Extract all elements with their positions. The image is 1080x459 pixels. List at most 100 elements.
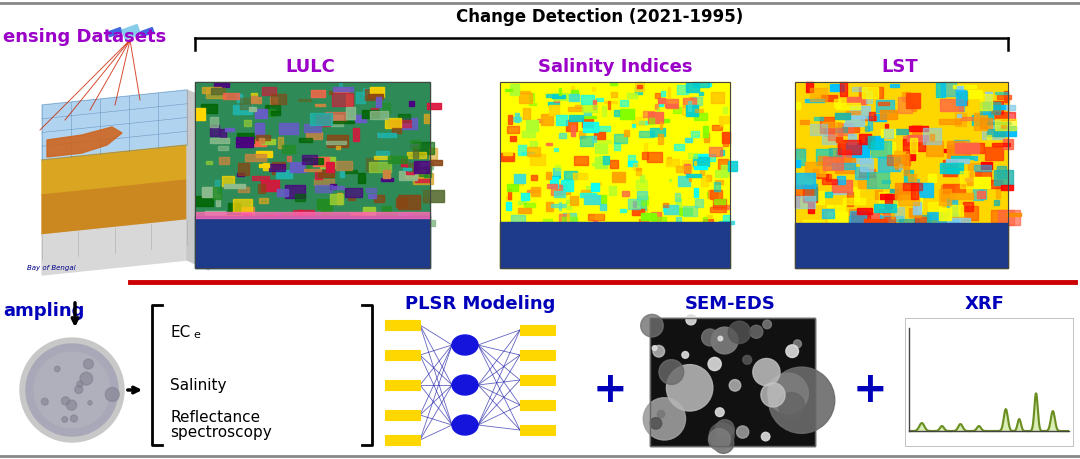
Bar	[678, 176, 689, 185]
Bar	[973, 157, 977, 160]
Bar	[247, 216, 251, 229]
Bar	[838, 123, 853, 135]
Bar	[968, 163, 981, 177]
Bar	[292, 219, 297, 225]
Bar	[957, 114, 961, 117]
Circle shape	[715, 420, 734, 438]
Bar	[201, 216, 219, 226]
Bar	[918, 198, 922, 211]
Bar	[267, 105, 280, 112]
Bar	[966, 178, 983, 181]
Bar	[233, 212, 251, 221]
Bar	[995, 112, 1015, 120]
Bar	[389, 214, 405, 224]
Bar	[566, 120, 577, 131]
Bar	[228, 203, 240, 215]
Bar	[238, 163, 248, 175]
Bar	[295, 194, 305, 201]
Bar	[828, 131, 832, 135]
Bar	[410, 144, 418, 147]
Bar	[265, 105, 268, 112]
Bar	[661, 90, 665, 96]
Bar	[713, 199, 726, 207]
Bar	[514, 174, 525, 183]
Circle shape	[768, 373, 808, 414]
Bar	[913, 105, 916, 111]
Bar	[604, 156, 609, 164]
Bar	[937, 217, 960, 224]
Bar	[703, 219, 713, 224]
Bar	[430, 160, 442, 165]
Bar	[676, 198, 680, 209]
Bar	[517, 201, 526, 204]
Bar	[855, 167, 867, 179]
Bar	[384, 380, 420, 390]
Bar	[858, 208, 872, 213]
Bar	[987, 129, 1004, 136]
Bar	[581, 105, 597, 112]
Bar	[956, 143, 980, 153]
Bar	[944, 150, 953, 152]
Bar	[233, 105, 252, 114]
Bar	[865, 91, 873, 103]
Bar	[500, 82, 730, 268]
Bar	[875, 136, 882, 140]
Bar	[1003, 91, 1009, 102]
Bar	[505, 202, 512, 210]
Circle shape	[62, 417, 68, 422]
Bar	[311, 90, 324, 97]
Bar	[991, 144, 1010, 146]
Bar	[346, 107, 355, 119]
Bar	[694, 199, 702, 207]
Bar	[637, 208, 647, 215]
Bar	[390, 120, 410, 127]
Bar	[899, 164, 902, 168]
Bar	[930, 134, 934, 140]
Bar	[254, 139, 271, 144]
Bar	[915, 218, 927, 230]
Text: +: +	[593, 369, 627, 411]
Bar	[816, 174, 828, 178]
Bar	[897, 97, 913, 113]
Bar	[850, 155, 872, 163]
Bar	[711, 190, 721, 199]
Bar	[282, 146, 295, 153]
Bar	[355, 115, 365, 123]
Bar	[882, 179, 890, 183]
Bar	[548, 102, 559, 105]
Bar	[583, 112, 591, 115]
Bar	[987, 122, 1011, 124]
Circle shape	[762, 320, 771, 329]
Bar	[595, 214, 603, 219]
Bar	[895, 183, 915, 199]
Bar	[961, 117, 978, 120]
Bar	[392, 129, 401, 133]
Bar	[201, 104, 217, 113]
Bar	[325, 112, 346, 123]
Bar	[998, 210, 1020, 225]
Bar	[376, 134, 380, 137]
Bar	[370, 108, 378, 114]
Bar	[956, 113, 967, 126]
Bar	[238, 187, 248, 192]
Bar	[423, 198, 430, 202]
Bar	[216, 195, 219, 206]
Bar	[795, 82, 1008, 268]
Bar	[823, 157, 842, 170]
Bar	[211, 118, 218, 127]
Bar	[202, 187, 216, 197]
Circle shape	[33, 352, 110, 428]
Bar	[957, 86, 963, 91]
Bar	[636, 170, 640, 175]
Bar	[822, 122, 840, 128]
Bar	[403, 168, 410, 170]
Bar	[820, 117, 834, 133]
Bar	[795, 82, 1008, 268]
Bar	[702, 218, 707, 225]
Circle shape	[26, 344, 118, 436]
Bar	[523, 108, 530, 119]
Bar	[408, 163, 419, 171]
Bar	[529, 93, 535, 101]
Bar	[377, 133, 396, 137]
Bar	[298, 210, 314, 218]
